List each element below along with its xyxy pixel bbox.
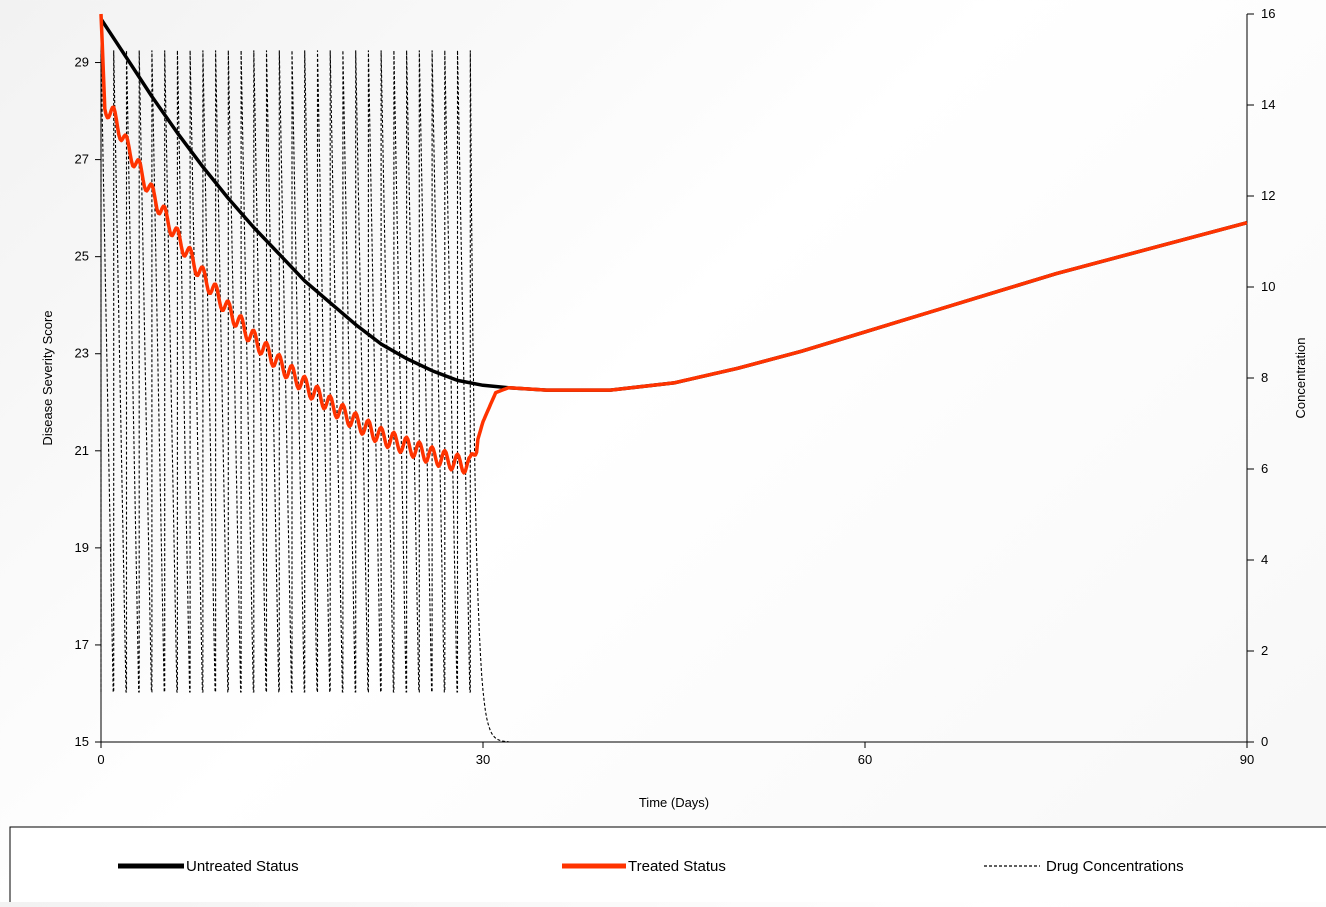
drug-concentration-line — [100, 50, 509, 743]
y-axis-title: Disease Severity Score — [40, 310, 55, 445]
y-tick-label: 17 — [75, 637, 89, 652]
y2-tick-label: 10 — [1261, 279, 1275, 294]
x-tick-label: 30 — [476, 752, 490, 767]
x-tick-label: 90 — [1240, 752, 1254, 767]
series-lines-layer — [99, 13, 1248, 475]
y2-axis-title: Concentration — [1293, 338, 1308, 419]
y2-tick-label: 14 — [1261, 97, 1275, 112]
y-tick-label: 29 — [75, 55, 89, 70]
legend-box — [9, 826, 1326, 907]
y-tick-label: 23 — [75, 346, 89, 361]
x-axis-title: Time (Days) — [639, 795, 709, 810]
x-tick-label: 60 — [858, 752, 872, 767]
axes-layer: 15 17 19 21 23 25 27 29 0 2 4 6 8 10 12 14 16 0 30 60 90 Time… — [40, 6, 1308, 810]
legend-label-treated: Treated Status — [628, 858, 726, 875]
x-tick-label: 0 — [97, 752, 104, 767]
legend-label-drug-concentrations: Drug Concentrations — [1046, 858, 1184, 875]
untreated-status-line — [99, 17, 1248, 392]
treated-status-line — [99, 13, 1248, 475]
legend: Untreated Status Treated Status Drug Con… — [9, 826, 1326, 907]
y-tick-label: 19 — [75, 540, 89, 555]
y-tick-label: 25 — [75, 249, 89, 264]
y2-tick-label: 12 — [1261, 188, 1275, 203]
y2-tick-label: 2 — [1261, 643, 1268, 658]
drug-concentration-layer — [100, 50, 509, 743]
y-tick-label: 15 — [75, 734, 89, 749]
y2-tick-label: 0 — [1261, 734, 1268, 749]
y-tick-label: 27 — [75, 152, 89, 167]
y2-tick-label: 16 — [1261, 6, 1275, 21]
legend-label-untreated: Untreated Status — [186, 858, 299, 875]
y-tick-label: 21 — [75, 443, 89, 458]
y2-tick-label: 6 — [1261, 461, 1268, 476]
y2-tick-label: 8 — [1261, 370, 1268, 385]
y2-tick-label: 4 — [1261, 552, 1268, 567]
